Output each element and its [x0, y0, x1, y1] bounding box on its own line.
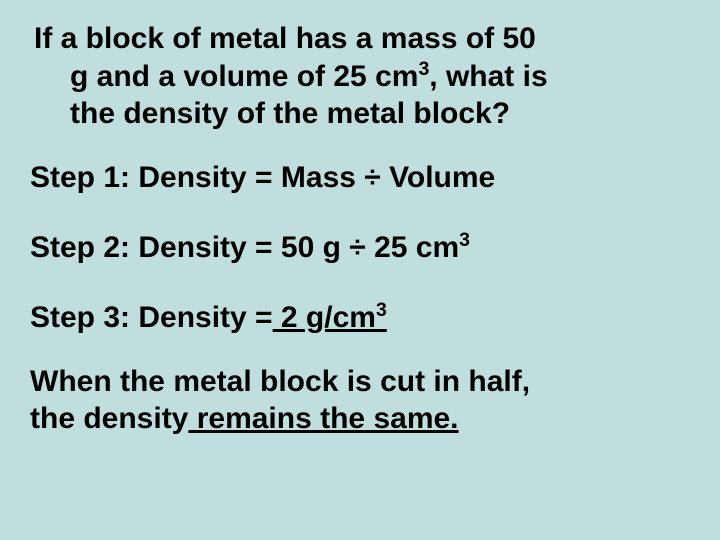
conclusion-text: When the metal block is cut in half, the…: [30, 363, 690, 438]
step-2: Step 2: Density = 50 g ÷ 25 cm3: [30, 231, 690, 265]
question-line2-prefix: g and a volume of 25 cm: [70, 60, 418, 93]
question-line1: If a block of metal has a mass of 50: [34, 22, 536, 55]
step-3: Step 3: Density = 2 g/cm3: [30, 301, 690, 335]
step-2-prefix: Step 2: Density = 50 g ÷ 25 cm: [30, 231, 459, 264]
step-3-underline-prefix: 2 g/cm: [273, 301, 376, 334]
conclusion-line2-underline: remains the same.: [188, 402, 458, 435]
step-3-prefix: Step 3: Density =: [30, 301, 273, 334]
conclusion-line1: When the metal block is cut in half,: [30, 365, 530, 398]
question-line3: the density of the metal block?: [70, 97, 510, 130]
question-line2-super: 3: [418, 58, 429, 80]
step-1: Step 1: Density = Mass ÷ Volume: [30, 161, 690, 195]
question-text: If a block of metal has a mass of 50 g a…: [34, 20, 690, 133]
conclusion-line2-prefix: the density: [30, 402, 188, 435]
step-3-underline-super: 3: [376, 299, 387, 321]
step-1-text: Step 1: Density = Mass ÷ Volume: [30, 161, 495, 194]
step-2-super: 3: [459, 229, 470, 251]
question-line2-suffix: , what is: [429, 60, 547, 93]
